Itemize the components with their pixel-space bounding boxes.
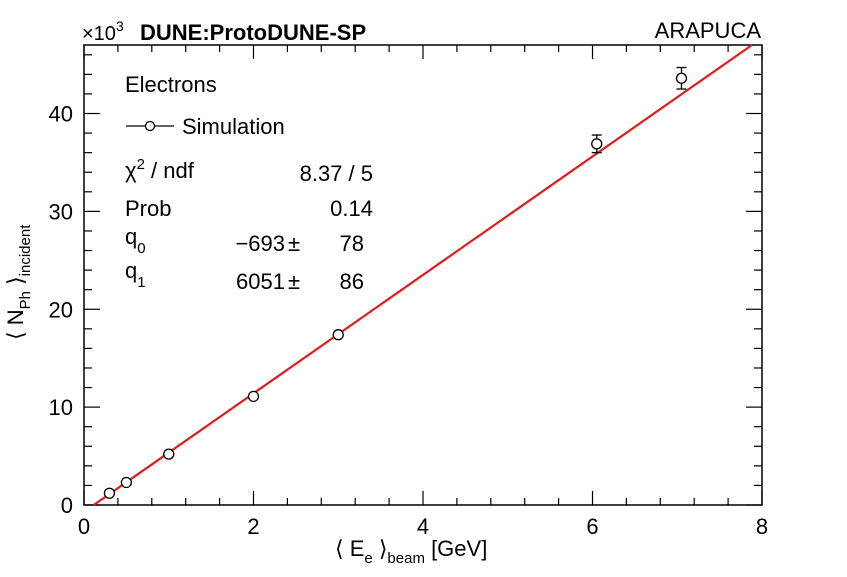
y-tick-label: 10	[49, 395, 73, 420]
prob-value: 0.14	[330, 196, 373, 221]
data-point	[120, 476, 133, 489]
y-axis-label: ⟨ NPh ⟩incident	[3, 224, 34, 340]
chi2-value: 8.37 / 5	[300, 161, 373, 186]
data-point	[332, 329, 344, 341]
data-point	[247, 390, 260, 403]
chi2-label: χ2 / ndf	[125, 156, 195, 183]
y-multiplier: ×103	[82, 18, 124, 45]
data-point	[103, 487, 116, 499]
x-tick-label: 4	[417, 514, 429, 539]
q1-label: q1	[125, 258, 146, 291]
legend-title: Electrons	[125, 72, 217, 97]
experiment-label: DUNE:ProtoDUNE-SP	[140, 20, 366, 45]
x-tick-label: 8	[756, 514, 768, 539]
data-point	[591, 138, 603, 150]
y-tick-label: 20	[49, 297, 73, 322]
data-point	[675, 72, 688, 84]
q0-label: q0	[125, 224, 146, 257]
q1-err: 86	[340, 269, 364, 294]
x-tick-label: 0	[78, 514, 90, 539]
detector-label: ARAPUCA	[655, 18, 762, 43]
q0-pm: ±	[288, 231, 300, 256]
q0-value: −693	[235, 231, 285, 256]
axis-ticks	[83, 45, 763, 506]
legend-marker-circle	[144, 120, 156, 132]
x-tick-label: 2	[247, 514, 259, 539]
x-tick-label: 6	[586, 514, 598, 539]
q1-pm: ±	[288, 269, 300, 294]
points-layer	[103, 66, 688, 499]
legend-entry: Simulation	[182, 114, 285, 139]
fit-layer	[93, 44, 753, 506]
q0-err: 78	[340, 231, 364, 256]
prob-label: Prob	[125, 196, 171, 221]
q1-value: 6051	[236, 269, 285, 294]
data-point	[163, 448, 175, 460]
fit-line	[93, 44, 753, 506]
y-tick-label: 0	[61, 493, 73, 518]
y-multiplier-exp: 3	[116, 18, 124, 34]
y-tick-label: 40	[49, 102, 73, 127]
x-axis-label: ⟨ Ee ⟩beam [GeV]	[335, 536, 487, 567]
tick-labels: 0 2 4 6 8 0 10 20 30 40	[49, 102, 769, 539]
y-tick-label: 30	[49, 199, 73, 224]
